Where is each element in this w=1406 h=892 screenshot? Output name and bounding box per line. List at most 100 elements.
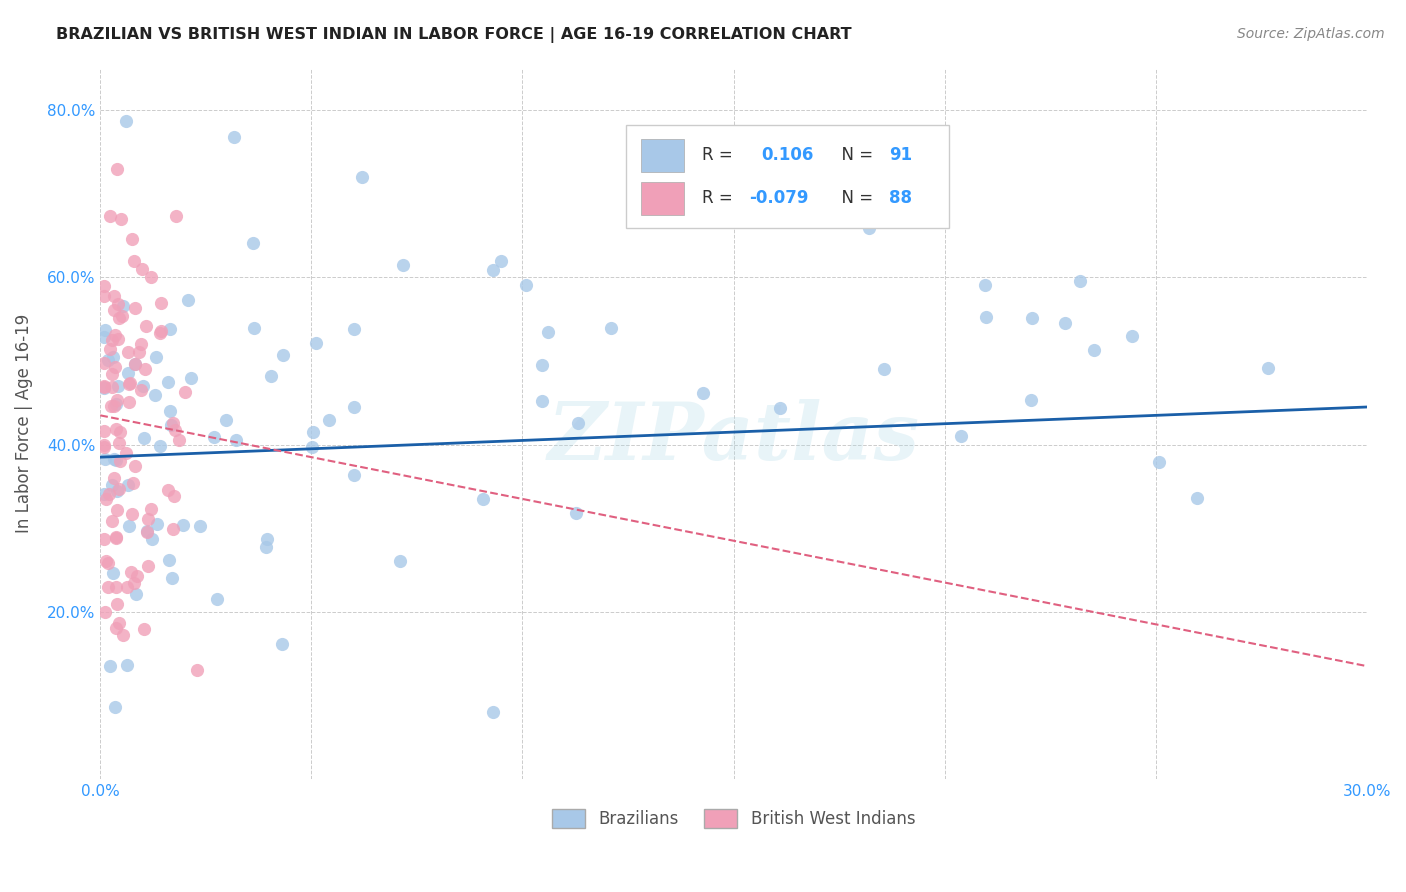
Point [180, 371, 202, 385]
Point [120, 565, 142, 579]
Point [1021, 310, 1043, 325]
Point [305, 335, 328, 350]
Point [98, 343, 121, 357]
Point [129, 383, 152, 397]
Point [342, 322, 364, 336]
Point [225, 434, 247, 448]
Point [101, 368, 124, 382]
Point [93, 532, 115, 546]
Text: 91: 91 [889, 146, 912, 164]
Point [1185, 491, 1208, 506]
Point [118, 377, 141, 392]
Point [537, 325, 560, 339]
Point [136, 511, 159, 525]
Point [105, 621, 128, 635]
Point [94, 605, 117, 619]
Point [146, 516, 169, 531]
Point [243, 321, 266, 335]
Text: N =: N = [831, 146, 879, 164]
Point [117, 519, 139, 533]
Point [108, 435, 131, 450]
Point [858, 221, 880, 235]
Point [165, 209, 187, 223]
Point [93, 424, 115, 438]
Point [94, 322, 117, 336]
Text: R =: R = [702, 146, 744, 164]
Point [121, 232, 143, 246]
Text: -0.079: -0.079 [749, 189, 808, 208]
Point [260, 368, 283, 383]
Point [104, 360, 127, 375]
Point [117, 366, 139, 380]
Point [160, 418, 183, 433]
Point [134, 431, 156, 445]
Point [131, 262, 153, 277]
Point [105, 531, 128, 545]
Point [105, 502, 128, 516]
Point [104, 453, 127, 467]
Point [105, 597, 128, 611]
Point [107, 332, 129, 346]
Point [167, 433, 190, 447]
Point [136, 559, 159, 574]
Point [135, 524, 157, 539]
Point [124, 357, 146, 371]
Point [93, 329, 115, 343]
Point [149, 326, 172, 340]
Point [271, 348, 294, 362]
Point [342, 468, 364, 483]
Point [177, 293, 200, 307]
Point [242, 235, 264, 250]
Point [112, 628, 135, 642]
Point [110, 425, 132, 439]
Point [600, 321, 623, 335]
Point [256, 533, 278, 547]
Point [104, 327, 127, 342]
Point [350, 170, 373, 185]
Point [93, 381, 115, 395]
Point [157, 375, 180, 389]
Point [132, 378, 155, 392]
Point [163, 489, 186, 503]
Point [117, 477, 139, 491]
Point [105, 161, 128, 176]
Point [565, 507, 588, 521]
Point [391, 258, 413, 272]
Point [124, 458, 146, 473]
Point [97, 352, 120, 367]
Point [105, 393, 128, 408]
Point [143, 388, 166, 402]
Point [186, 663, 208, 677]
Legend: Brazilians, British West Indians: Brazilians, British West Indians [546, 802, 922, 835]
Point [111, 299, 134, 313]
Point [94, 452, 117, 467]
Point [1121, 329, 1143, 343]
Point [103, 399, 125, 413]
Point [97, 580, 120, 594]
Point [121, 507, 143, 521]
Point [131, 337, 153, 351]
Point [105, 484, 128, 499]
Point [162, 522, 184, 536]
Point [224, 130, 246, 145]
Point [108, 310, 131, 325]
Point [973, 277, 995, 292]
Point [157, 483, 180, 497]
Point [134, 362, 156, 376]
Point [270, 636, 292, 650]
Point [125, 587, 148, 601]
Point [949, 428, 972, 442]
Point [159, 404, 181, 418]
Point [692, 386, 714, 401]
Point [150, 296, 173, 310]
Point [149, 439, 172, 453]
Point [98, 210, 121, 224]
Point [101, 333, 124, 347]
Point [127, 569, 149, 583]
Text: 88: 88 [889, 189, 912, 208]
Point [93, 487, 115, 501]
Point [530, 358, 553, 372]
Point [254, 540, 277, 554]
Point [515, 278, 537, 293]
Text: BRAZILIAN VS BRITISH WEST INDIAN IN LABOR FORCE | AGE 16-19 CORRELATION CHART: BRAZILIAN VS BRITISH WEST INDIAN IN LABO… [56, 27, 852, 43]
